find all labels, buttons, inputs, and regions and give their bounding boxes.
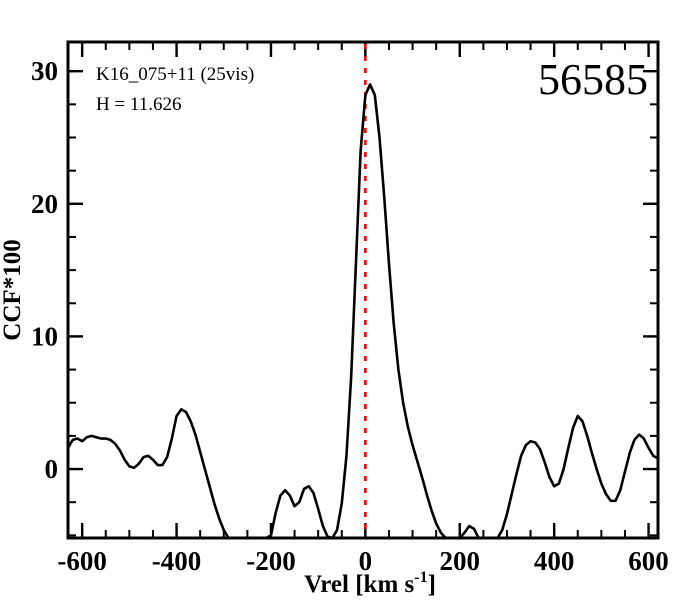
x-axis-title-exponent: -1 — [414, 569, 427, 586]
x-tick-labels-group: -600 -400 -200 0 200 400 600 — [57, 546, 668, 576]
x-axis-title-base: Vrel [km s — [304, 571, 414, 598]
data-series-group — [68, 83, 658, 538]
y-axis-title: CCF*100 — [0, 239, 26, 340]
x-tick-label: -600 — [57, 546, 107, 576]
plot-frame — [66, 40, 660, 540]
y-tick-label: 0 — [45, 454, 59, 484]
x-tick-label: 400 — [534, 546, 575, 576]
annotation-h-magnitude: H = 11.626 — [96, 94, 181, 115]
annotation-target-name: K16_075+11 (25vis) — [96, 64, 254, 85]
x-axis-title: Vrel [km s-1] — [304, 569, 436, 598]
annotation-observation-id: 56585 — [538, 55, 648, 104]
x-tick-label: 200 — [440, 546, 481, 576]
x-tick-label: 0 — [359, 546, 373, 576]
ccf-data-curve — [68, 83, 658, 538]
y-tick-labels-group: 0 10 20 30 — [31, 56, 58, 484]
y-tick-label: 20 — [31, 189, 58, 219]
x-tick-label: -200 — [246, 546, 296, 576]
x-axis-title-tail: ] — [428, 571, 436, 598]
y-tick-label: 30 — [31, 56, 58, 86]
x-tick-label: -400 — [152, 546, 202, 576]
y-tick-label: 10 — [31, 321, 58, 351]
x-tick-label: 600 — [628, 546, 669, 576]
